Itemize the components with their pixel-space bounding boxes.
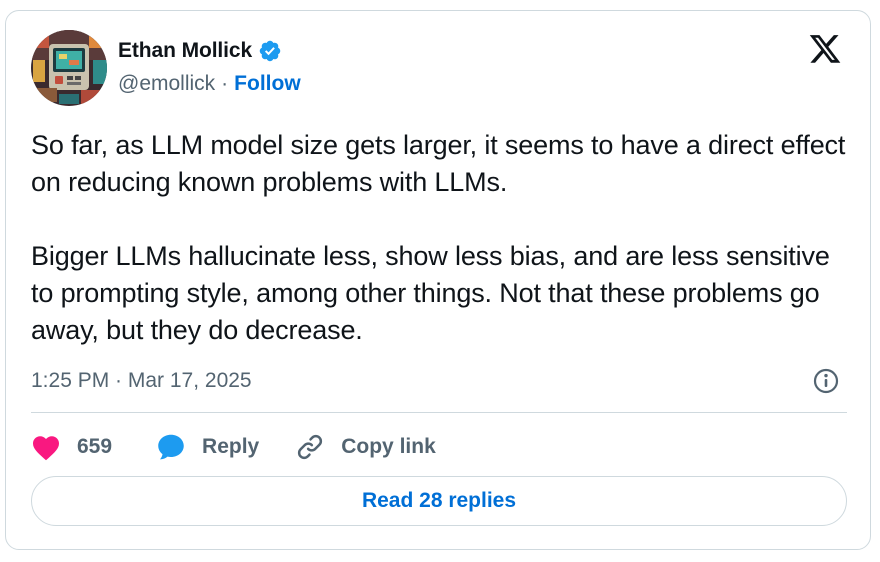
verified-badge-icon (258, 39, 282, 63)
tweet-card: Ethan Mollick @emollick · Follow So far,… (5, 10, 871, 550)
tweet-paragraph: So far, as LLM model size gets larger, i… (31, 130, 846, 197)
heart-icon (33, 436, 59, 461)
speech-bubble-icon (158, 434, 184, 460)
author-name-row: Ethan Mollick (118, 36, 282, 66)
reply-label: Reply (202, 435, 260, 458)
like-button[interactable]: 659 (31, 433, 112, 461)
link-icon (298, 434, 323, 460)
tweet-timestamp[interactable]: 1:25 PM · Mar 17, 2025 (31, 369, 252, 392)
info-icon[interactable] (812, 367, 840, 395)
avatar-image (31, 30, 107, 106)
avatar[interactable] (31, 30, 107, 106)
follow-link[interactable]: Follow (234, 72, 301, 95)
copy-link-label: Copy link (341, 435, 436, 458)
action-bar: 659 Reply Copy link (31, 429, 436, 465)
divider (31, 412, 847, 413)
author-name[interactable]: Ethan Mollick (118, 39, 253, 62)
author-handle[interactable]: @emollick (118, 72, 216, 95)
read-replies-button[interactable]: Read 28 replies (31, 476, 847, 526)
x-logo-icon[interactable] (808, 35, 842, 67)
tweet-paragraph: Bigger LLMs hallucinate less, show less … (31, 241, 830, 345)
handle-separator: · (221, 72, 229, 95)
handle-row: @emollick · Follow (118, 69, 301, 99)
reply-button[interactable]: Reply (156, 432, 259, 462)
like-count: 659 (77, 435, 113, 458)
copy-link-button[interactable]: Copy link (295, 432, 436, 462)
tweet-text: So far, as LLM model size gets larger, i… (31, 127, 851, 349)
